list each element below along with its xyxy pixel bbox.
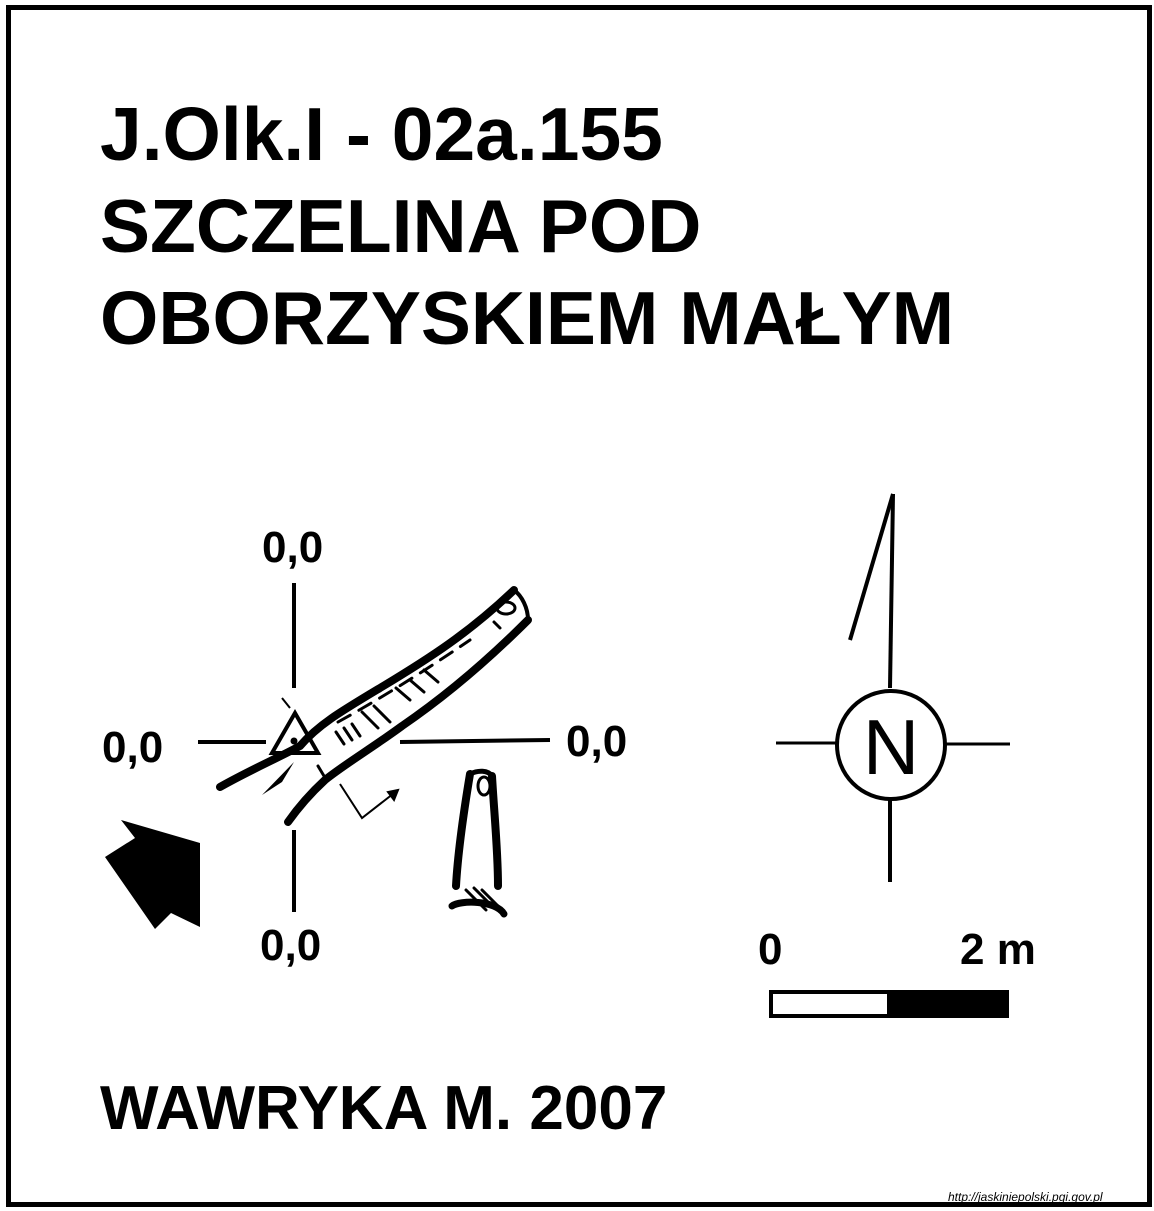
source-url[interactable]: http://jaskiniepolski.pgi.gov.pl bbox=[948, 1190, 1103, 1204]
map-frame bbox=[6, 5, 1152, 1207]
datum-label-top: 0,0 bbox=[262, 523, 324, 572]
slope-arrow-icon bbox=[339, 783, 400, 820]
entrance-direction-arrow-icon bbox=[105, 820, 200, 929]
passage-end-cap bbox=[512, 588, 530, 622]
passage-wall-lower bbox=[284, 616, 532, 826]
datum-label-left: 0,0 bbox=[102, 723, 164, 772]
datum-cross bbox=[198, 583, 551, 912]
author-credit: WAWRYKA M. 2007 bbox=[100, 1074, 668, 1143]
scale-end-label: 2 m bbox=[960, 925, 1036, 974]
datum-label-right: 0,0 bbox=[566, 717, 628, 766]
scale-bar bbox=[769, 990, 1009, 1018]
passage-inner-wall bbox=[336, 638, 472, 724]
passage-wall-upper bbox=[216, 586, 518, 791]
scale-start-label: 0 bbox=[758, 925, 783, 974]
cave-passage bbox=[216, 586, 532, 826]
scale-bar-white-segment bbox=[769, 990, 891, 1018]
floor-hatching bbox=[316, 620, 502, 778]
passage-end-boulder bbox=[495, 600, 517, 616]
cave-id-title: J.Olk.I - 02a.155 bbox=[100, 92, 663, 176]
cave-name-line2: OBORZYSKIEM MAŁYM bbox=[100, 276, 955, 360]
cross-section-profile bbox=[448, 768, 508, 918]
north-compass bbox=[776, 493, 1010, 882]
datum-label-bottom: 0,0 bbox=[260, 921, 322, 970]
compass-needle-long bbox=[888, 493, 895, 689]
compass-letter: N bbox=[863, 703, 919, 791]
scale-bar-black-segment bbox=[887, 990, 1009, 1018]
cross-line-right bbox=[399, 738, 551, 744]
compass-needle-short bbox=[848, 493, 895, 641]
entrance-wedge bbox=[262, 762, 294, 795]
entrance-tick bbox=[281, 697, 291, 709]
cave-name-line1: SZCZELINA POD bbox=[100, 184, 702, 268]
